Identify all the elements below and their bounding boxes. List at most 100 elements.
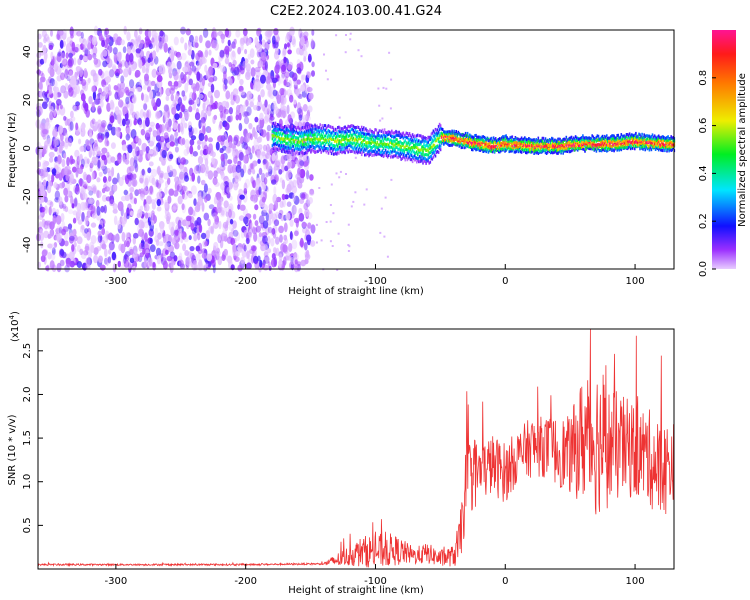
heatmap-cell xyxy=(305,151,308,155)
heatmap-cell xyxy=(217,30,224,37)
heatmap-cell xyxy=(480,136,482,140)
heatmap-cell xyxy=(46,199,53,206)
heatmap-cell xyxy=(507,139,509,143)
heatmap-cell xyxy=(328,144,331,148)
heatmap-cell xyxy=(299,31,305,39)
heatmap-cell xyxy=(384,143,387,147)
heatmap-cell xyxy=(243,116,250,125)
heatmap-cell xyxy=(553,141,555,145)
heatmap-cell xyxy=(252,84,258,91)
heatmap-cell xyxy=(294,131,297,135)
heatmap-cell xyxy=(503,145,505,149)
heatmap-cell xyxy=(257,94,261,103)
heatmap-cell xyxy=(309,174,314,181)
heatmap-cell xyxy=(335,144,337,148)
heatmap-cell xyxy=(341,145,343,149)
heatmap-cell xyxy=(439,126,442,130)
heatmap-cell xyxy=(59,39,64,49)
heatmap-cell xyxy=(277,135,280,139)
heatmap-cell xyxy=(39,89,43,99)
heatmap-cell xyxy=(338,151,340,155)
heatmap-cell xyxy=(583,143,585,146)
heatmap-cell xyxy=(319,128,321,132)
heatmap-cell xyxy=(181,104,186,113)
heatmap-cell xyxy=(318,187,321,189)
heatmap-cell xyxy=(351,142,354,146)
heatmap-cell xyxy=(213,114,218,120)
heatmap-cell xyxy=(535,143,537,147)
heatmap-cell xyxy=(464,144,467,148)
heatmap-cell xyxy=(178,252,183,261)
heatmap-cell xyxy=(486,145,489,149)
heatmap-cell xyxy=(322,141,325,145)
heatmap-cell xyxy=(277,144,280,148)
heatmap-cell xyxy=(368,150,370,154)
heatmap-cell xyxy=(287,170,292,179)
heatmap-cell xyxy=(371,130,373,133)
heatmap-cell xyxy=(409,152,412,156)
heatmap-cell xyxy=(468,135,471,139)
heatmap-cell xyxy=(99,239,106,249)
heatmap-cell xyxy=(121,216,127,225)
heatmap-cell xyxy=(423,159,425,163)
heatmap-cell xyxy=(306,71,312,79)
heatmap-cell xyxy=(204,157,209,167)
heatmap-cell xyxy=(212,62,218,69)
heatmap-cell xyxy=(48,41,54,47)
heatmap-cell xyxy=(117,63,123,70)
heatmap-cell xyxy=(229,115,234,122)
heatmap-cell xyxy=(81,181,88,187)
heatmap-cell xyxy=(174,137,179,147)
heatmap-cell xyxy=(163,103,169,112)
heatmap-cell xyxy=(375,150,378,154)
heatmap-cell xyxy=(356,139,359,143)
heatmap-cell xyxy=(341,127,343,131)
heatmap-cell xyxy=(461,145,464,149)
heatmap-cell xyxy=(562,149,564,153)
heatmap-cell xyxy=(426,158,428,162)
heatmap-cell xyxy=(532,148,534,152)
heatmap-cell xyxy=(220,182,226,191)
heatmap-cell xyxy=(483,135,486,139)
heatmap-cell xyxy=(126,144,133,150)
heatmap-cell xyxy=(308,133,310,137)
heatmap-cell xyxy=(607,137,609,140)
heatmap-cell xyxy=(126,213,130,220)
heatmap-cell xyxy=(392,147,394,151)
heatmap-cell xyxy=(308,143,310,147)
heatmap-cell xyxy=(288,149,290,153)
heatmap-cell xyxy=(47,174,51,182)
heatmap-cell xyxy=(557,144,559,148)
heatmap-cell xyxy=(390,141,392,145)
heatmap-cell xyxy=(204,195,208,203)
heatmap-cell xyxy=(229,166,236,174)
heatmap-cell xyxy=(616,146,618,150)
heatmap-cell xyxy=(558,148,560,152)
heatmap-cell xyxy=(429,146,432,150)
heatmap-cell xyxy=(116,52,122,62)
heatmap-cell xyxy=(384,137,387,141)
heatmap-cell xyxy=(436,150,439,153)
heatmap-cell xyxy=(280,65,287,75)
heatmap-cell xyxy=(139,193,144,200)
heatmap-cell xyxy=(181,190,185,200)
heatmap-cell xyxy=(272,147,275,150)
heatmap-cell xyxy=(308,197,313,204)
heatmap-cell xyxy=(410,146,413,149)
heatmap-cell xyxy=(610,135,612,139)
heatmap-cell xyxy=(384,196,387,199)
heatmap-cell xyxy=(409,158,412,162)
heatmap-cell xyxy=(39,203,43,213)
heatmap-cell xyxy=(552,141,554,145)
heatmap-cell xyxy=(148,161,154,167)
heatmap-cell xyxy=(611,138,613,142)
heatmap-cell xyxy=(420,134,422,138)
heatmap-cell xyxy=(406,148,409,152)
heatmap-cell xyxy=(588,144,590,148)
heatmap-cell xyxy=(377,152,380,156)
heatmap-cell xyxy=(399,144,401,148)
heatmap-cell xyxy=(471,138,473,142)
heatmap-cell xyxy=(380,150,383,154)
heatmap-cell xyxy=(429,137,432,141)
heatmap-cell xyxy=(308,125,310,129)
